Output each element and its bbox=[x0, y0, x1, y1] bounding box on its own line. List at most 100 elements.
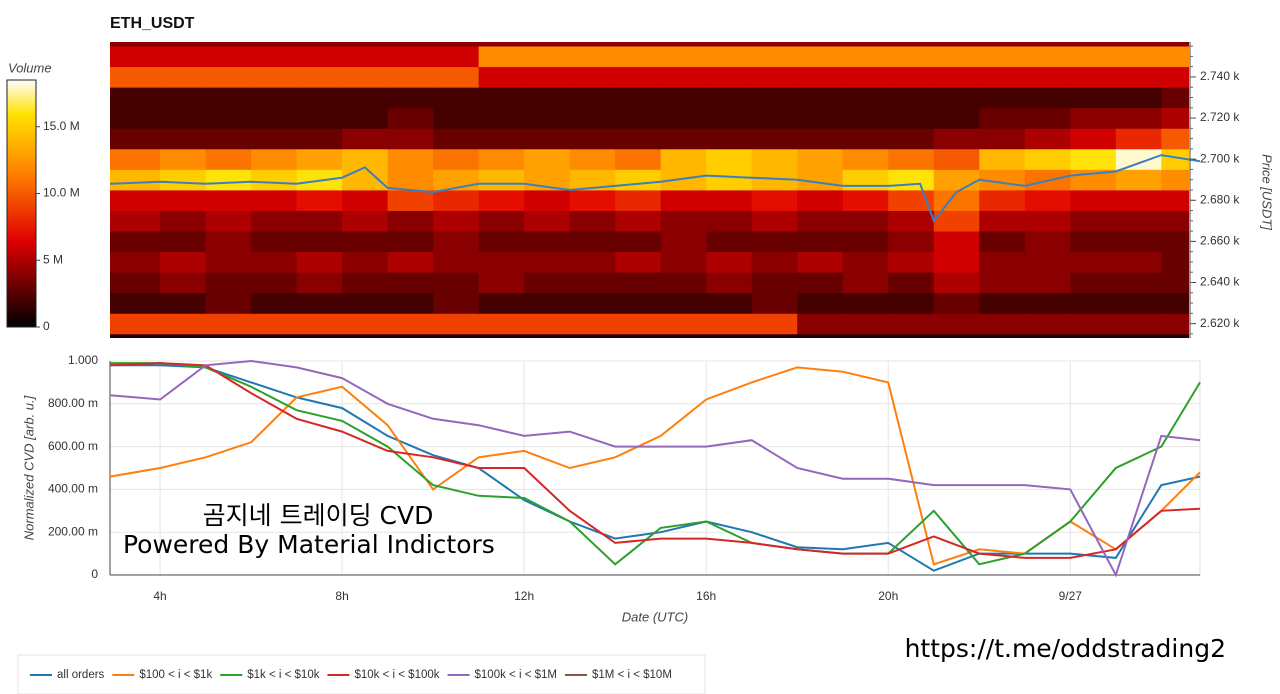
heat-cell bbox=[296, 210, 343, 232]
heat-cell bbox=[569, 231, 616, 253]
heat-cell bbox=[433, 42, 480, 47]
heat-cell bbox=[524, 46, 571, 68]
heat-cell bbox=[296, 313, 343, 335]
y-tick-label: 1.000 bbox=[68, 353, 98, 367]
heat-cell bbox=[251, 87, 297, 109]
heat-cell bbox=[1024, 292, 1071, 314]
heat-cell bbox=[524, 333, 571, 338]
heat-cell bbox=[342, 46, 389, 68]
heat-cell bbox=[524, 272, 571, 294]
heat-cell bbox=[433, 128, 480, 150]
heat-cell bbox=[205, 169, 252, 191]
heat-cell bbox=[524, 190, 571, 211]
heat-cell bbox=[751, 313, 798, 335]
colorbar bbox=[6, 79, 37, 328]
heat-cell bbox=[524, 107, 571, 129]
heat-cell bbox=[751, 251, 798, 273]
heat-cell bbox=[888, 190, 935, 211]
heat-cell bbox=[387, 66, 434, 88]
heat-cell bbox=[296, 190, 343, 211]
heat-cell bbox=[888, 107, 935, 129]
heat-cell bbox=[1161, 272, 1190, 294]
heat-cell bbox=[387, 210, 434, 232]
heat-cell bbox=[751, 169, 798, 191]
heat-cell bbox=[205, 231, 252, 253]
heat-cell bbox=[706, 87, 753, 109]
heat-cell bbox=[888, 292, 935, 314]
heat-cell bbox=[706, 292, 753, 314]
heat-cell bbox=[251, 107, 297, 129]
heat-cell bbox=[751, 190, 798, 211]
heat-cell bbox=[660, 190, 707, 211]
heat-cell bbox=[205, 272, 252, 294]
heat-cell bbox=[433, 333, 480, 338]
heat-cell bbox=[888, 128, 935, 150]
heat-cell bbox=[888, 87, 935, 109]
heat-cell bbox=[842, 107, 889, 129]
heat-cell bbox=[160, 148, 206, 170]
heat-cell bbox=[569, 210, 616, 232]
heat-cell bbox=[251, 272, 297, 294]
legend-label: $10k < i < $100k bbox=[354, 669, 439, 681]
heat-cell bbox=[110, 42, 161, 47]
heat-cell bbox=[888, 251, 935, 273]
heat-cell bbox=[478, 231, 525, 253]
heat-cell bbox=[342, 107, 389, 129]
heat-cell bbox=[342, 251, 389, 273]
heat-cell bbox=[933, 66, 980, 88]
heat-cell bbox=[706, 66, 753, 88]
heat-cell bbox=[842, 272, 889, 294]
heat-cell bbox=[478, 292, 525, 314]
heat-cell bbox=[524, 251, 571, 273]
x-axis-label: Date (UTC) bbox=[622, 609, 688, 624]
heat-cell bbox=[524, 128, 571, 150]
heat-cell bbox=[660, 107, 707, 129]
heat-cell bbox=[1070, 292, 1117, 314]
heat-cell bbox=[615, 128, 662, 150]
heat-cell bbox=[1161, 46, 1190, 68]
heat-cell bbox=[615, 231, 662, 253]
heat-cell bbox=[933, 333, 980, 338]
heat-cell bbox=[751, 46, 798, 68]
heat-cell bbox=[524, 42, 571, 47]
heat-cell bbox=[660, 87, 707, 109]
heat-cell bbox=[751, 128, 798, 150]
heat-cell bbox=[387, 313, 434, 335]
heat-cell bbox=[979, 272, 1026, 294]
heat-cell bbox=[660, 42, 707, 47]
heat-cell bbox=[842, 66, 889, 88]
heat-cell bbox=[933, 313, 980, 335]
heat-cell bbox=[478, 272, 525, 294]
heat-cell bbox=[888, 42, 935, 47]
heat-cell bbox=[342, 66, 389, 88]
heat-cell bbox=[797, 190, 844, 211]
heat-cell bbox=[1115, 107, 1162, 129]
heat-cell bbox=[1115, 169, 1162, 191]
heat-cell bbox=[1115, 46, 1162, 68]
heat-cell bbox=[342, 272, 389, 294]
heat-cell bbox=[1161, 87, 1190, 109]
heat-cell bbox=[524, 66, 571, 88]
heat-cell bbox=[1115, 128, 1162, 150]
heat-cell bbox=[615, 292, 662, 314]
heat-cell bbox=[842, 292, 889, 314]
y-tick-label: 400.00 m bbox=[48, 482, 98, 496]
heat-cell bbox=[706, 148, 753, 170]
heat-cell bbox=[751, 231, 798, 253]
x-tick-label: 4h bbox=[153, 589, 166, 603]
heat-cell bbox=[751, 87, 798, 109]
y-tick-label: 0 bbox=[91, 567, 98, 581]
heat-cell bbox=[569, 148, 616, 170]
heat-cell bbox=[979, 313, 1026, 335]
heat-cell bbox=[706, 333, 753, 338]
heat-cell bbox=[706, 169, 753, 191]
heat-cell bbox=[1070, 128, 1117, 150]
heat-cell bbox=[160, 190, 206, 211]
heat-cell bbox=[751, 292, 798, 314]
y2-axis-label: Price [USDT] bbox=[1260, 154, 1275, 230]
heat-cell bbox=[1161, 210, 1190, 232]
heat-cell bbox=[569, 66, 616, 88]
heat-cell bbox=[933, 272, 980, 294]
heat-cell bbox=[979, 46, 1026, 68]
heat-cell bbox=[342, 128, 389, 150]
